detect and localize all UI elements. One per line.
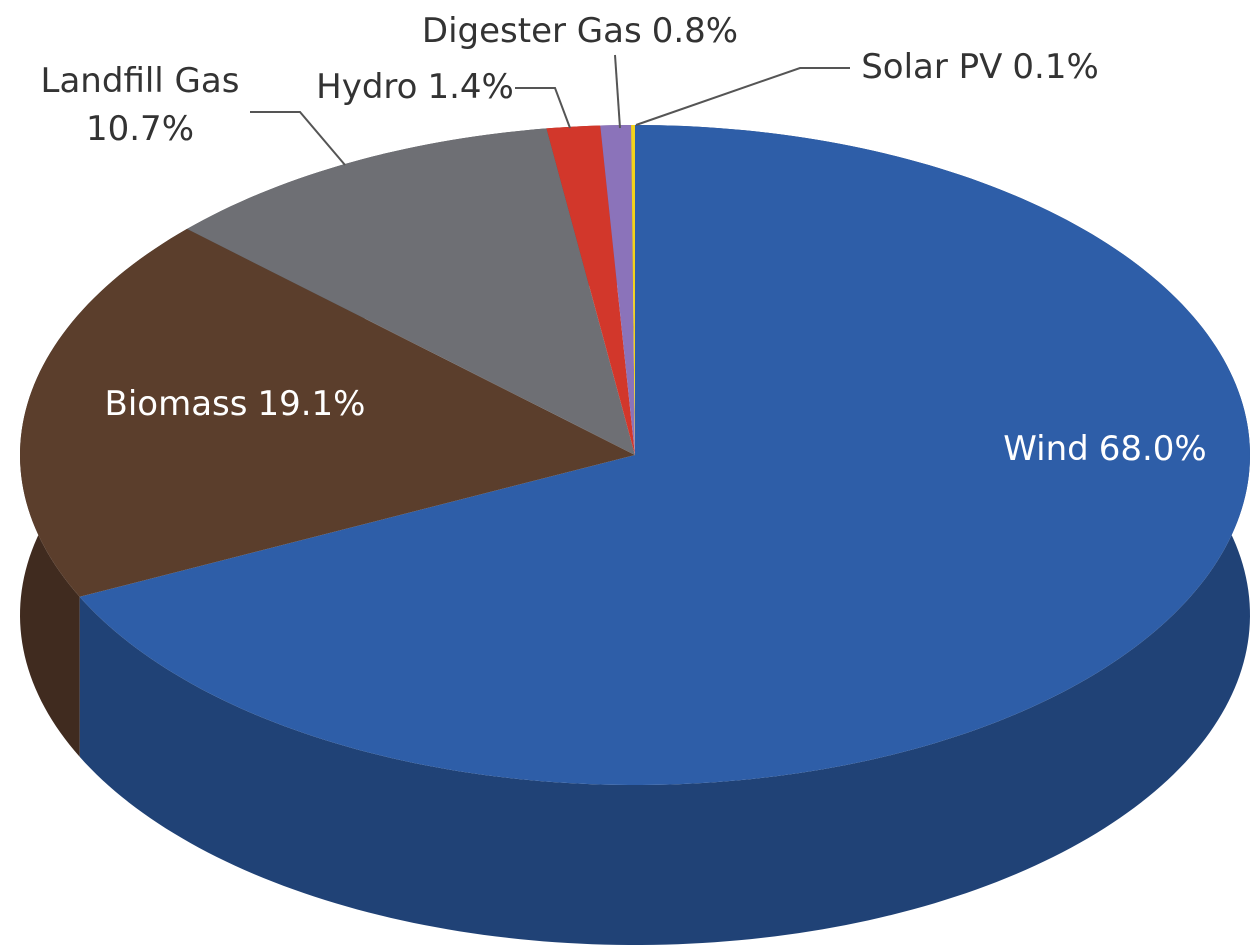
value-label: 0.8%	[652, 11, 738, 51]
slice-label: Digester Gas 0.8%	[422, 11, 738, 51]
category-label: Biomass	[105, 384, 248, 424]
value-label: 0.1%	[1012, 47, 1098, 87]
category-label: Digester Gas	[422, 11, 642, 51]
value-label: 68.0%	[1099, 429, 1207, 469]
leader-lines	[250, 54, 850, 166]
slice	[20, 228, 635, 597]
slice	[600, 125, 635, 455]
leader-line	[515, 87, 571, 129]
slice	[79, 125, 1250, 785]
leader-line	[635, 67, 850, 126]
slice-label: Biomass 19.1%	[105, 384, 366, 424]
value-label: 19.1%	[257, 384, 365, 424]
slice-label: Hydro 1.4%	[316, 67, 514, 107]
slice	[187, 128, 636, 455]
slice-label: Solar PV 0.1%	[861, 47, 1099, 87]
category-label: Wind	[1003, 429, 1088, 469]
value-label: 10.7%	[86, 109, 194, 149]
pie-tops	[20, 125, 1250, 785]
slice-label: Wind 68.0%	[1003, 429, 1206, 469]
category-label: Landfill Gas	[41, 61, 240, 101]
slice	[546, 125, 635, 456]
leader-line	[614, 54, 621, 129]
slice-label: Landfill Gas 10.7%	[41, 61, 240, 149]
category-label: Hydro	[316, 67, 417, 107]
leader-line	[250, 111, 346, 166]
value-label: 1.4%	[427, 67, 513, 107]
slice	[631, 125, 635, 455]
labels: Wind 68.0% Biomass 19.1% Landfill Gas 10.7% Hy…	[41, 11, 1207, 469]
category-label: Solar PV	[861, 47, 1002, 87]
